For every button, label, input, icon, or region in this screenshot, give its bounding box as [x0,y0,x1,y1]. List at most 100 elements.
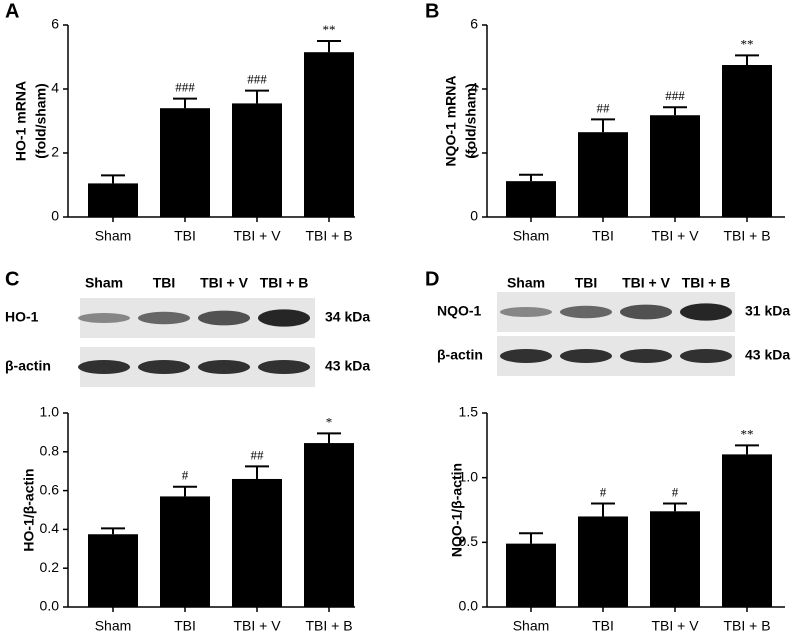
bar [88,183,138,217]
blot-band [198,360,250,374]
significance-label: # [182,468,189,483]
bar [304,52,354,218]
blot-band [500,307,552,317]
panel-letter: A [5,0,19,22]
significance-label: ** [741,36,754,51]
blot-size-label: 34 kDa [325,309,370,325]
x-tick-label: TBI + V [233,618,281,632]
y-axis-label: (fold/sham) [33,83,49,158]
blot-lane-label: Sham [507,275,545,291]
blot-band [138,360,190,374]
bar [232,103,282,217]
x-tick-label: Sham [95,228,132,244]
x-tick-label: TBI + V [233,228,281,244]
blot-lane-label: TBI [575,275,598,291]
blot-lane-label: TBI + V [200,275,249,291]
bar [722,65,772,217]
bar [722,454,772,607]
y-tick-label: 2 [470,144,478,160]
x-tick-label: TBI + B [305,228,352,244]
blot-size-label: 43 kDa [325,358,370,374]
bar [232,478,282,607]
y-tick-label: 0.4 [40,520,60,536]
bar [578,132,628,217]
y-axis-label: NQO-1 mRNA [443,75,459,166]
significance-label: ** [741,426,754,441]
panel-letter: C [5,268,19,290]
bar [88,534,138,607]
bar [578,516,628,607]
x-tick-label: Sham [95,618,132,632]
x-tick-label: TBI + B [305,618,352,632]
x-tick-label: TBI [174,228,196,244]
significance-label: # [600,485,607,500]
blot-row-label: NQO-1 [437,303,482,319]
blot-lane-label: TBI + V [622,275,671,291]
x-tick-label: TBI + V [651,618,699,632]
y-tick-label: 0.6 [40,481,60,497]
blot-lane-label: TBI + B [682,275,731,291]
y-axis-label: HO-1/β-actin [21,468,37,551]
blot-size-label: 31 kDa [745,303,790,319]
y-tick-label: 6 [470,16,478,32]
y-tick-label: 0.0 [40,598,60,614]
panel-letter: D [425,268,439,290]
blot-lane-label: TBI [153,275,176,291]
y-axis-label: NQO-1/β-actin [449,463,465,557]
blot-band [78,360,130,374]
significance-label: ** [323,22,336,37]
y-tick-label: 0.8 [40,443,60,459]
y-axis-label: (fold/sham) [463,83,479,158]
panel-letter: B [425,0,439,22]
y-tick-label: 0 [51,208,59,224]
significance-label: # [672,485,679,500]
blot-size-label: 43 kDa [745,347,790,363]
blot-band [258,360,310,374]
blot-band [258,309,310,327]
bar [160,108,210,217]
significance-label: ### [247,72,267,87]
y-axis-label: HO-1 mRNA [13,81,29,161]
blot-band [78,313,130,323]
blot-band [198,310,250,326]
blot-band [680,349,732,363]
significance-label: ## [251,447,265,462]
x-tick-label: TBI + B [723,228,770,244]
y-tick-label: 4 [470,80,478,96]
blot-band [560,305,612,319]
x-tick-label: TBI [174,618,196,632]
significance-label: ### [175,80,195,95]
x-tick-label: Sham [513,618,550,632]
y-tick-label: 2 [51,144,59,160]
blot-band [620,349,672,363]
x-tick-label: Sham [513,228,550,244]
blot-band [680,303,732,321]
blot-band [500,349,552,363]
y-tick-label: 0.0 [459,598,479,614]
y-tick-label: 1.0 [40,404,60,420]
y-tick-label: 0 [470,208,478,224]
significance-label: * [326,414,333,429]
blot-lane-label: Sham [85,275,123,291]
bar [304,443,354,607]
y-tick-label: 6 [51,16,59,32]
significance-label: ## [597,100,611,115]
y-tick-label: 1.0 [459,468,479,484]
bar [506,543,556,607]
y-tick-label: 0.5 [459,533,479,549]
x-tick-label: TBI + V [651,228,699,244]
blot-band [138,311,190,325]
blot-row-label: β-actin [437,347,483,363]
significance-label: ### [665,88,685,103]
bar [650,511,700,607]
bar [650,115,700,217]
x-tick-label: TBI [592,228,614,244]
y-tick-label: 0.2 [40,559,60,575]
bar [506,181,556,217]
blot-row-label: β-actin [5,358,51,374]
bar [160,496,210,607]
y-tick-label: 4 [51,80,59,96]
blot-row-label: HO-1 [5,309,39,325]
blot-lane-label: TBI + B [260,275,309,291]
